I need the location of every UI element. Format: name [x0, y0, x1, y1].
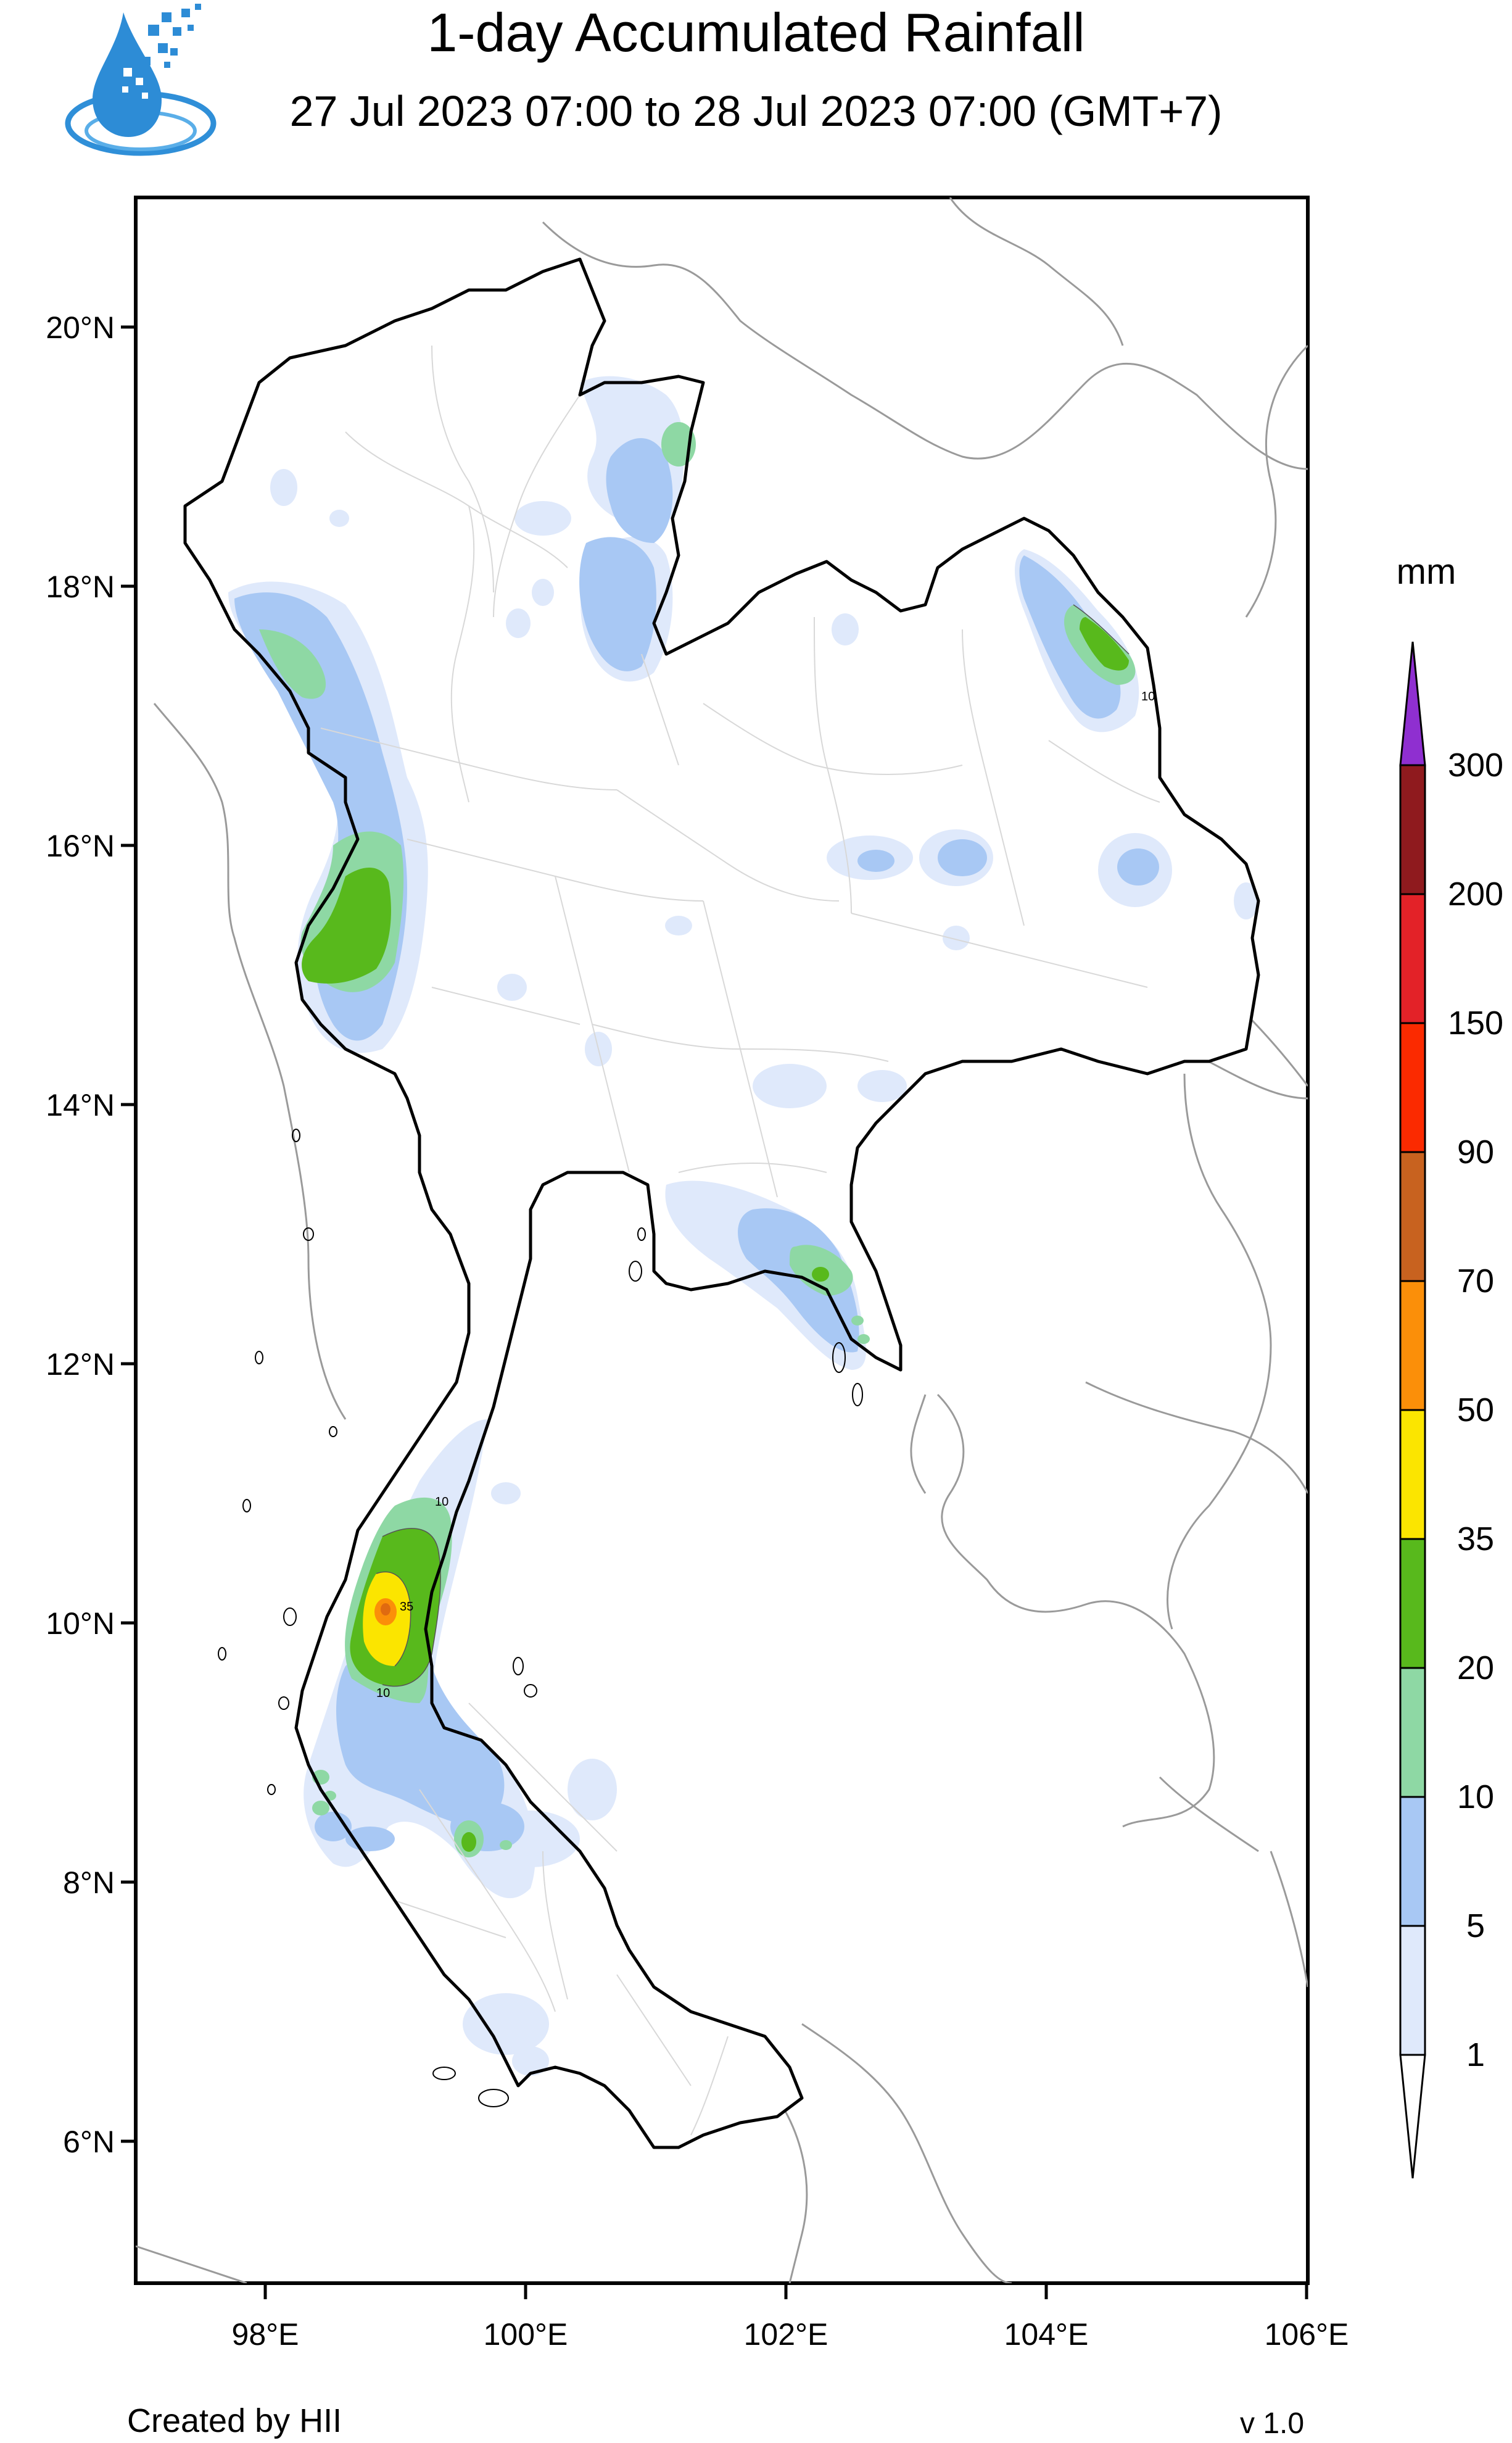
- lat-labels: 20°N 18°N 16°N 14°N 12°N 10°N 8°N 6°N: [46, 310, 115, 2159]
- islands: [218, 1129, 863, 2107]
- colorbar-swatch: [1399, 1796, 1426, 1927]
- colorbar-swatch: [1399, 1280, 1426, 1411]
- colorbar-label: 1: [1466, 2036, 1485, 2073]
- colorbar-bottom-triangle: [1399, 2054, 1426, 2179]
- rain-peak: [381, 1603, 390, 1616]
- contour-label-group: 10 10 10 35: [376, 690, 1155, 1700]
- lat-label: 12°N: [46, 1347, 115, 1382]
- lat-label: 8°N: [63, 1865, 115, 1900]
- colorbar-swatch: [1399, 764, 1426, 895]
- neighbor-borders: [136, 197, 1308, 2283]
- colorbar-swatch: [1399, 1925, 1426, 2056]
- colorbar-label: 150: [1448, 1005, 1503, 1042]
- contour-label: 10: [376, 1686, 390, 1700]
- lon-labels: 98°E 100°E 102°E 104°E 106°E: [232, 2317, 1349, 2352]
- colorbar-top-triangle: [1399, 641, 1426, 766]
- contour-label: 10: [435, 1495, 448, 1509]
- contour-label: 35: [400, 1600, 413, 1614]
- colorbar-label: 20: [1457, 1649, 1494, 1686]
- lon-label: 100°E: [484, 2317, 568, 2352]
- lon-label: 102°E: [744, 2317, 828, 2352]
- lon-label: 104°E: [1004, 2317, 1089, 2352]
- lon-ticks: [263, 2283, 1308, 2299]
- legend-unit: mm: [1397, 552, 1456, 592]
- lat-label: 16°N: [46, 829, 115, 863]
- colorbar-swatch: [1399, 1409, 1426, 1540]
- contour-lines: [376, 604, 1130, 1687]
- lat-label: 14°N: [46, 1088, 115, 1122]
- lat-label: 18°N: [46, 570, 115, 604]
- lon-label: 98°E: [232, 2317, 299, 2352]
- province-lines: [320, 345, 1160, 2136]
- colorbar-label: 70: [1457, 1263, 1494, 1300]
- lat-label: 6°N: [63, 2125, 115, 2159]
- colorbar-label: 300: [1448, 747, 1503, 784]
- colorbar-label: 10: [1457, 1778, 1494, 1815]
- thailand-border: [183, 257, 1260, 2149]
- lat-label: 20°N: [46, 310, 115, 345]
- colorbar-swatch: [1399, 1151, 1426, 1282]
- colorbar-label: 35: [1457, 1520, 1494, 1557]
- credit-text: Created by HII: [127, 2402, 342, 2439]
- colorbar-swatch: [1399, 1538, 1426, 1669]
- version-text: v 1.0: [1240, 2407, 1305, 2440]
- hii-logo-icon: [65, 4, 217, 156]
- rain-5mm-areas: [234, 438, 1159, 1851]
- colorbar-label: 50: [1457, 1392, 1494, 1429]
- lon-label: 106°E: [1265, 2317, 1349, 2352]
- map-subtitle: 27 Jul 2023 07:00 to 28 Jul 2023 07:00 (…: [289, 87, 1223, 135]
- colorbar-label: 5: [1466, 1907, 1485, 1944]
- map-title: 1-day Accumulated Rainfall: [427, 2, 1085, 63]
- colorbar-label: 90: [1457, 1134, 1494, 1171]
- colorbar-swatch: [1399, 1667, 1426, 1798]
- colorbar-legend: mm 1 5 10 20 35 50 70 90 150 200 300: [1397, 552, 1503, 2179]
- lat-label: 10°N: [46, 1606, 115, 1641]
- colorbar-swatch: [1399, 1022, 1426, 1153]
- colorbar-label: 200: [1448, 876, 1503, 913]
- contour-label: 10: [1141, 690, 1155, 703]
- colorbar-swatch: [1399, 893, 1426, 1024]
- lat-ticks: [121, 325, 136, 2143]
